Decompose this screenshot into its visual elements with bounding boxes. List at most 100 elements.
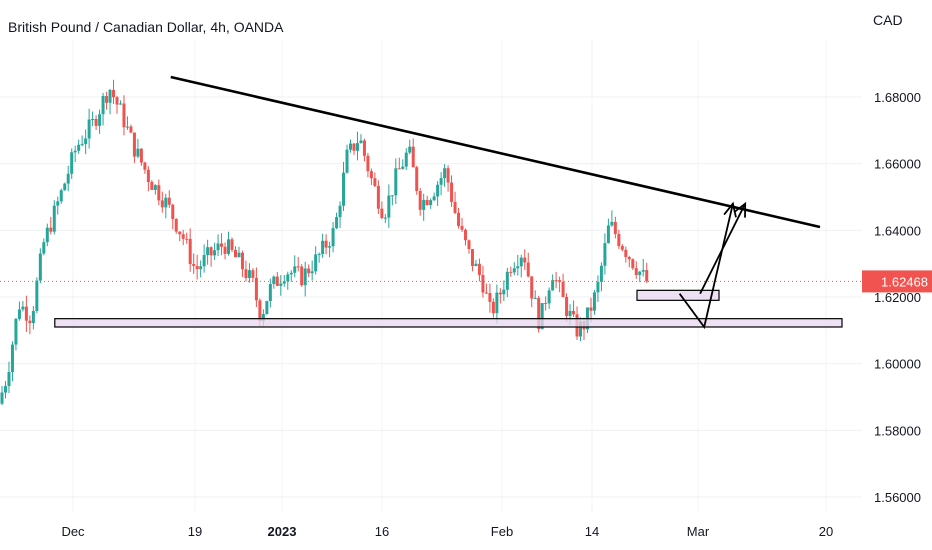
candle-body [153,185,157,190]
candle-body [307,268,311,274]
candle-body [613,221,617,234]
candle-body [565,297,569,316]
y-tick-label: 1.60000 [874,357,921,372]
candle-body [596,281,600,293]
candle-body [589,307,593,311]
candle-body [150,181,154,190]
candle-body [178,231,182,235]
candle-body [167,197,171,205]
candle-body [491,301,495,314]
candle-body [275,276,279,286]
candle-body [230,239,234,250]
candle-body [132,132,136,157]
candle-body [523,257,527,263]
candle-body [247,270,251,279]
candle-body [216,243,220,251]
candle-body [460,225,464,230]
candle-body [3,386,7,393]
candle-body [401,166,405,169]
candle-body [554,280,558,282]
candle-body [139,148,143,163]
candle-body [108,89,112,103]
candle-body [610,221,614,226]
candle-body [558,280,562,282]
candle-body [199,266,203,270]
candle-body [638,271,642,276]
candle-body [345,149,349,173]
candle-body [561,281,565,298]
x-tick-label: 2023 [268,524,297,539]
candle-body [366,155,370,172]
last-price-label: 1.62468 [881,274,928,289]
candle-body [390,195,394,197]
candle-body [474,263,478,266]
candle-body [303,268,307,286]
candle-body [572,310,576,315]
candle-body [436,184,440,197]
candle-body [94,119,98,126]
y-tick-label: 1.64000 [874,223,921,238]
candle-body [254,277,258,301]
candle-body [265,301,269,314]
x-tick-label: Feb [491,524,513,539]
candle-body [59,190,63,202]
candle-body [31,310,35,324]
candle-body [227,239,231,254]
candle-body [627,256,631,260]
candle-body [49,227,53,232]
candle-body [10,344,14,372]
candle-body [143,162,147,170]
candle-body [122,103,126,128]
candle-body [314,254,318,272]
candle-body [7,371,11,387]
candle-body [42,242,46,254]
x-tick-label: 16 [375,524,389,539]
candle-body [213,250,217,256]
candle-body [286,274,290,282]
candle-body [331,228,335,247]
candle-body [502,289,506,295]
candle-body [606,225,610,244]
candle-body [35,280,39,311]
candle-body [56,201,60,206]
candle-body [519,257,523,267]
candle-body [411,146,415,168]
candle-body [251,270,255,278]
candle-body [408,146,412,153]
candle-body [115,97,119,105]
candle-body [258,300,262,322]
candle-body [568,310,572,316]
candle-body [300,266,304,286]
candle-body [617,233,621,247]
axes: 1.68000 1.66000 1.64000 1.62000 1.60000 1.580… [61,90,932,539]
candle-body [321,240,325,254]
candle-body [533,297,537,299]
candle-body [376,186,380,209]
candle-body [352,143,356,151]
candle-body [432,196,436,201]
candle-body [380,208,384,219]
candle-body [641,270,645,272]
candle-body [383,217,387,219]
candle-body [223,246,227,254]
candle-body [464,229,468,241]
candle-body [603,243,607,266]
candle-body [317,253,321,255]
candle-body [282,281,286,284]
candle-body [645,270,649,282]
candle-body [66,173,70,184]
candle-body [397,168,401,170]
candle-body [547,290,551,304]
y-tick-label: 1.56000 [874,490,921,505]
candles [0,79,649,406]
candle-body [21,306,25,310]
candle-body [101,96,105,115]
candle-body [342,172,346,206]
candle-body [14,318,18,345]
candle-body [52,205,56,232]
x-tick-label: 19 [188,524,202,539]
candle-body [237,252,241,258]
candle-body [624,249,628,257]
candle-body [338,205,342,218]
